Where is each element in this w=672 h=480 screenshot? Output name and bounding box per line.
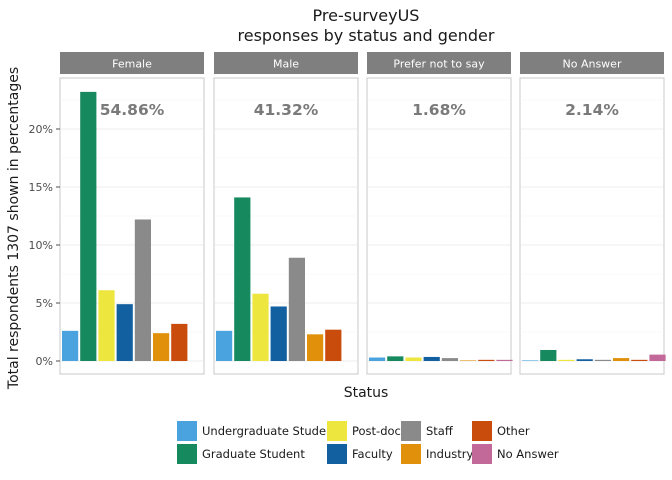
bar — [649, 354, 666, 361]
bar — [325, 329, 342, 361]
bar — [496, 359, 513, 361]
bar — [631, 359, 648, 361]
facet-panel: Male 41.32% — [213, 52, 359, 375]
bar — [423, 356, 440, 361]
y-tick-label: 10% — [29, 239, 53, 252]
legend-label: Industry — [426, 447, 473, 461]
facet-panel: Prefer not to say 1.68% — [366, 52, 513, 375]
bar — [216, 330, 233, 361]
facet-panel: No Answer 2.14% — [519, 52, 666, 375]
x-axis-title: Status — [344, 385, 389, 401]
panel-total-label: 1.68% — [412, 101, 466, 119]
legend-key — [327, 444, 347, 464]
y-axis-title: Total respondents 1307 shown in percenta… — [6, 67, 22, 390]
legend-label: Graduate Student — [202, 447, 305, 461]
bar — [252, 293, 269, 361]
legend-label: Staff — [426, 424, 454, 438]
legend-label: Undergraduate Student — [202, 424, 338, 438]
legend-key — [327, 421, 347, 441]
bar — [80, 91, 97, 361]
legend-label: Other — [497, 424, 530, 438]
legend: Undergraduate Student Graduate Student Pos… — [177, 421, 559, 464]
y-tick-label: 5% — [36, 297, 53, 310]
bar — [171, 323, 188, 361]
panel-total-label: 2.14% — [565, 101, 619, 119]
panel-total-label: 54.86% — [100, 101, 165, 119]
facet-strip — [520, 52, 664, 74]
bar — [153, 333, 170, 361]
legend-key — [401, 444, 421, 464]
bar — [441, 358, 458, 361]
facet-strip-label: Female — [112, 58, 152, 71]
facet-panel: Female 54.86% — [59, 52, 205, 375]
legend-label: Post-doc — [352, 424, 401, 438]
legend-key — [472, 421, 492, 441]
bar — [62, 330, 79, 361]
bar — [116, 304, 133, 361]
facet-strip — [60, 52, 204, 74]
bar — [613, 358, 630, 361]
y-axis: 0% 5% 10% 15% 20% — [29, 123, 60, 368]
bar — [307, 334, 324, 361]
panel-background — [366, 77, 512, 375]
bar — [540, 349, 557, 361]
bar — [405, 357, 422, 361]
facet-strip-label: Male — [273, 58, 299, 71]
bar — [270, 306, 287, 361]
chart-title-line-1: Pre-surveyUS — [313, 6, 420, 25]
panel-total-label: 41.32% — [254, 101, 319, 119]
bar — [234, 197, 251, 361]
facet-strip-label: Prefer not to say — [393, 58, 485, 71]
legend-key — [472, 444, 492, 464]
y-tick-label: 20% — [29, 123, 53, 136]
bar — [460, 360, 477, 361]
bar — [558, 359, 575, 361]
legend-key — [177, 421, 197, 441]
panel-background — [519, 77, 665, 375]
bar — [387, 356, 404, 361]
bar — [594, 359, 611, 361]
bar — [369, 357, 386, 361]
facet-strip — [367, 52, 511, 74]
legend-key — [177, 444, 197, 464]
bar — [478, 359, 495, 361]
bar — [576, 359, 593, 361]
chart-title-line-2: responses by status and gender — [238, 26, 495, 45]
bar — [134, 219, 151, 361]
y-tick-label: 0% — [36, 355, 53, 368]
facet-panels: Female 54.86% Male 41.32% Prefer not to say 1… — [59, 52, 666, 375]
legend-label: Faculty — [352, 447, 393, 461]
facet-strip-label: No Answer — [563, 58, 622, 71]
y-tick-label: 15% — [29, 181, 53, 194]
facet-strip — [214, 52, 358, 74]
bar — [98, 290, 115, 361]
bar — [522, 360, 539, 361]
legend-label: No Answer — [497, 447, 559, 461]
bar — [288, 257, 305, 361]
legend-key — [401, 421, 421, 441]
